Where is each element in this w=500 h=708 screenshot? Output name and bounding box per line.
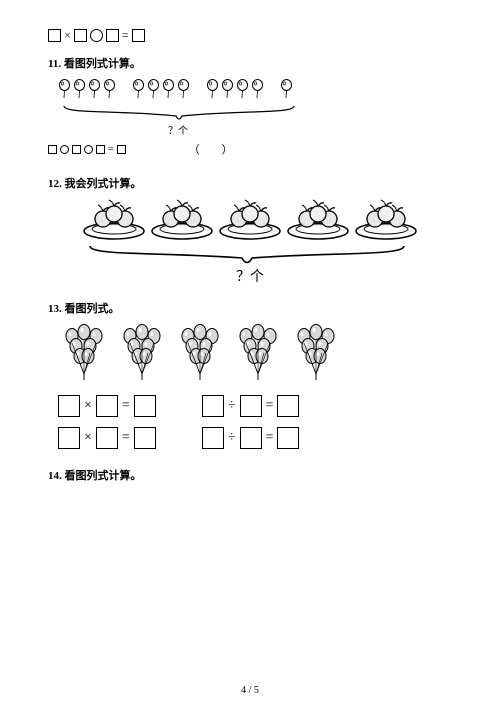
paren-blank[interactable]: （ ） — [189, 141, 233, 157]
divide-equation: ÷= — [202, 395, 300, 417]
balloon-icon — [73, 79, 86, 99]
q11-title: 看图列式计算。 — [64, 58, 141, 70]
balloon-icon — [147, 79, 160, 99]
blank-box[interactable] — [117, 145, 126, 154]
fruit-plate-icon — [217, 199, 283, 241]
page-total: 5 — [254, 685, 259, 696]
q12-heading: 12. 我会列式计算。 — [48, 175, 452, 191]
balloon-bunch-icon — [232, 324, 284, 380]
q11-brace-label: ？个 — [58, 122, 298, 137]
q14-title: 看图列式计算。 — [65, 470, 142, 482]
fruit-plate-icon — [285, 199, 351, 241]
balloon-icon — [221, 79, 234, 99]
blank-box[interactable] — [96, 395, 118, 417]
blank-box[interactable] — [202, 395, 224, 417]
blank-box[interactable] — [96, 427, 118, 449]
q12-brace-label: ？个 — [82, 266, 418, 286]
op-equals: = — [266, 430, 274, 446]
curly-brace-icon — [58, 104, 298, 124]
balloon-bunch-icon — [116, 324, 168, 380]
q11-figure: ？个 — [58, 79, 452, 137]
op-multiply: × — [84, 430, 92, 446]
blank-box[interactable] — [240, 395, 262, 417]
blank-box[interactable] — [277, 427, 299, 449]
q13-left-column: ×= ×= — [58, 395, 156, 449]
op-equals: = — [122, 430, 130, 446]
blank-circle[interactable] — [90, 29, 103, 42]
balloon-icon — [58, 79, 71, 99]
top-blank-equation: × = — [48, 28, 452, 43]
balloon-icon — [88, 79, 101, 99]
fruit-plate-icon — [149, 199, 215, 241]
op-equals: = — [122, 28, 129, 43]
q13-right-column: ÷= ÷= — [202, 395, 300, 449]
op-multiply: × — [84, 398, 92, 414]
balloon-icon — [236, 79, 249, 99]
balloon-icon — [206, 79, 219, 99]
balloon-icon — [177, 79, 190, 99]
op-equals: = — [122, 398, 130, 414]
q11-balloon-row — [58, 79, 452, 102]
multiply-equation: ×= — [58, 427, 156, 449]
blank-box[interactable] — [202, 427, 224, 449]
q14-number: 14. — [48, 470, 62, 482]
balloon-bunch-icon — [174, 324, 226, 380]
blank-box[interactable] — [48, 145, 57, 154]
curly-brace-icon — [82, 244, 412, 266]
blank-box[interactable] — [277, 395, 299, 417]
q11-number: 11. — [48, 58, 61, 70]
blank-box[interactable] — [58, 395, 80, 417]
balloon-bunch-icon — [58, 324, 110, 380]
blank-box[interactable] — [74, 29, 87, 42]
q11-blank-equation: = （ ） — [48, 141, 452, 157]
q14-heading: 14. 看图列式计算。 — [48, 467, 452, 483]
divide-equation: ÷= — [202, 427, 300, 449]
blank-box[interactable] — [58, 427, 80, 449]
op-equals: = — [266, 398, 274, 414]
q13-title: 看图列式。 — [65, 303, 120, 315]
multiply-equation: ×= — [58, 395, 156, 417]
op-multiply: × — [64, 28, 71, 43]
q11-heading: 11. 看图列式计算。 — [48, 55, 452, 71]
blank-box[interactable] — [134, 427, 156, 449]
blank-circle[interactable] — [84, 145, 93, 154]
blank-box[interactable] — [48, 29, 61, 42]
page-number: 4 / 5 — [0, 685, 500, 696]
q13-balloon-bunches — [58, 324, 452, 383]
q12-title: 我会列式计算。 — [65, 178, 142, 190]
blank-box[interactable] — [240, 427, 262, 449]
q13-heading: 13. 看图列式。 — [48, 300, 452, 316]
page-sep: / — [246, 685, 254, 696]
balloon-icon — [162, 79, 175, 99]
blank-box[interactable] — [106, 29, 119, 42]
q13-equations: ×= ×= ÷= ÷= — [58, 395, 452, 449]
q12-number: 12. — [48, 178, 62, 190]
op-divide: ÷ — [228, 398, 236, 414]
fruit-plate-icon — [353, 199, 419, 241]
q13-number: 13. — [48, 303, 62, 315]
balloon-bunch-icon — [290, 324, 342, 380]
blank-box[interactable] — [132, 29, 145, 42]
balloon-icon — [103, 79, 116, 99]
blank-box[interactable] — [96, 145, 105, 154]
blank-box[interactable] — [134, 395, 156, 417]
q12-brace: ？个 — [82, 244, 418, 286]
balloon-icon — [251, 79, 264, 99]
op-equals: = — [108, 144, 114, 155]
balloon-icon — [280, 79, 293, 99]
blank-circle[interactable] — [60, 145, 69, 154]
op-divide: ÷ — [228, 430, 236, 446]
fruit-plate-icon — [81, 199, 147, 241]
balloon-icon — [132, 79, 145, 99]
blank-box[interactable] — [72, 145, 81, 154]
q12-plate-row — [48, 199, 452, 244]
